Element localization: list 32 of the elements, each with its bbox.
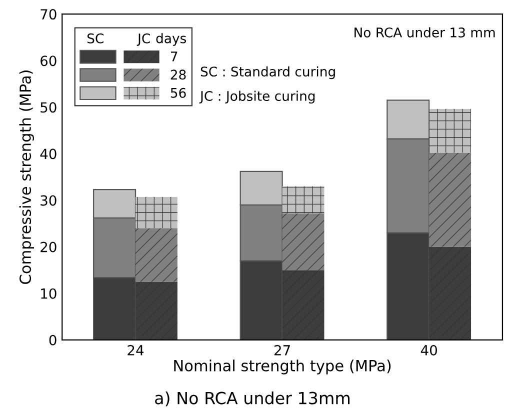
bar	[282, 213, 324, 270]
annotation: JC	[136, 33, 150, 46]
y-tick-label: 50	[40, 102, 56, 113]
bar	[282, 270, 324, 340]
y-tick-label: 0	[49, 334, 56, 346]
bar	[136, 197, 178, 228]
bar	[429, 109, 472, 153]
x-axis-title: Nominal strength type (MPa)	[174, 360, 391, 374]
text: SC	[87, 33, 104, 44]
legend-label: 7	[170, 52, 178, 62]
y-tick-label: 40	[40, 148, 56, 160]
y-tick-label: 70	[40, 9, 56, 20]
y-tick-label: 60	[40, 56, 56, 66]
legend-title: days	[156, 33, 186, 46]
bar	[429, 246, 472, 340]
x-tick-label: 24	[128, 345, 144, 356]
y-axis-title: Compressive strength (MPa)	[19, 70, 34, 284]
x-tick-label: 27	[274, 345, 290, 356]
legend-label: 56	[170, 88, 186, 98]
bar	[282, 186, 324, 214]
bar	[429, 152, 472, 247]
annotation: No RCA under 13 mm	[354, 27, 495, 38]
legend-label: 28	[170, 70, 186, 80]
annotation: SC : Standard curing	[200, 66, 335, 80]
text: a) No RCA under 13mm	[155, 391, 350, 406]
annotation: JC : Jobsite curing	[199, 90, 315, 104]
bar	[136, 228, 178, 282]
y-tick-label: 20	[40, 242, 56, 252]
y-tick-label: 10	[41, 288, 56, 299]
bar	[136, 282, 178, 340]
y-tick-label: 30	[40, 195, 56, 206]
x-tick-label: 40	[420, 345, 437, 356]
